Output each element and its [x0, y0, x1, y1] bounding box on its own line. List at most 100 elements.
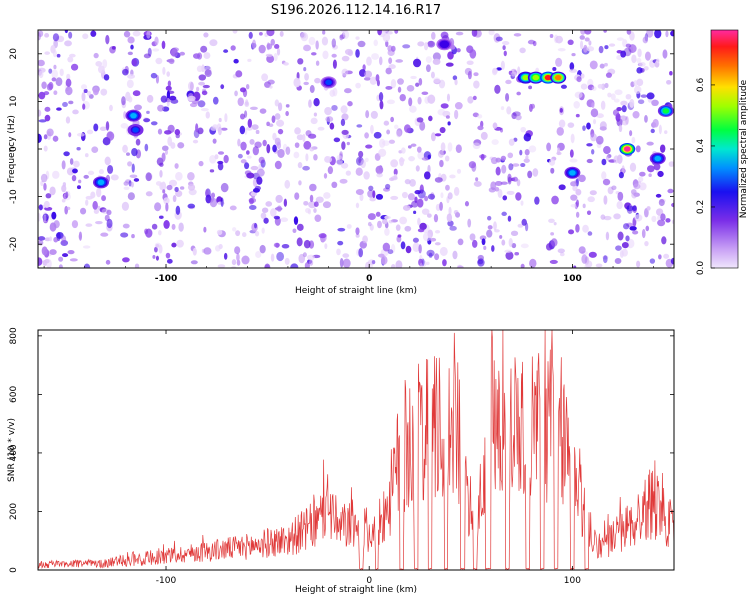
- spectrogram-cell: [365, 144, 373, 149]
- spectrogram-cell: [254, 230, 260, 237]
- spectrogram-cell: [154, 202, 162, 212]
- spectrogram-cell: [62, 101, 68, 108]
- spectrogram-cell: [591, 149, 595, 155]
- spectrogram-cell: [155, 181, 162, 186]
- spectrogram-cell: [586, 158, 593, 164]
- spectrogram-cell: [417, 228, 425, 233]
- spectrogram-cell: [40, 173, 48, 183]
- spectrogram-cell: [406, 85, 415, 92]
- spectrogram-cell: [277, 128, 284, 135]
- spectrogram-cell: [90, 30, 97, 37]
- spectrogram-cell: [520, 200, 524, 206]
- spectrogram-cell: [385, 67, 392, 75]
- spectrogram-cell: [440, 103, 449, 109]
- spectrogram-cell: [190, 260, 198, 265]
- spectrogram-cell: [275, 194, 283, 204]
- spectrogram-cell: [83, 263, 91, 268]
- spectrogram-cell: [578, 246, 586, 254]
- spectrogram-cell: [64, 30, 69, 34]
- spectrogram-cell: [614, 89, 623, 96]
- spectrogram-cell: [203, 226, 207, 233]
- spectrogram-cell: [616, 37, 624, 41]
- spectrogram-cell: [123, 186, 130, 190]
- spectrogram-cell: [265, 53, 273, 58]
- spectrogram-cell: [377, 220, 382, 229]
- spectrogram-cell: [584, 37, 590, 42]
- spectrogram-cell: [501, 239, 506, 246]
- spectrogram-cell: [162, 189, 166, 194]
- spectrogram-cell: [414, 189, 421, 195]
- spectrogram-cell: [346, 141, 350, 146]
- spectrogram-cell: [259, 244, 266, 254]
- spectrogram-cell: [393, 168, 398, 176]
- spectrogram-cell: [382, 242, 391, 252]
- snr-y-tick-label: 800: [9, 327, 19, 344]
- spectrogram-cell: [445, 184, 450, 191]
- spectrogram-cell: [548, 218, 555, 223]
- spectrogram-cell: [42, 213, 49, 221]
- spectrogram-cell: [261, 227, 265, 234]
- spectrogram-cell: [296, 134, 304, 141]
- spectrogram-cell: [224, 113, 228, 123]
- spectrogram-cell: [395, 224, 401, 231]
- spectrogram-cell: [367, 213, 376, 221]
- spectrogram-cell: [355, 82, 361, 89]
- spectrogram-cell: [637, 48, 642, 58]
- spectrogram-cell: [175, 171, 183, 181]
- spectrogram-cell: [418, 244, 422, 254]
- spectrogram-cell: [122, 223, 130, 229]
- spectrogram-cell: [85, 195, 93, 200]
- spectrogram-cell: [651, 99, 659, 107]
- spectrogram-cell: [134, 263, 140, 268]
- spectrogram-cell: [603, 195, 608, 205]
- spectrogram-cell: [60, 239, 69, 247]
- spectrogram-cell: [105, 34, 110, 45]
- spectrogram-cell: [274, 44, 280, 49]
- spectrogram-cell: [331, 38, 337, 48]
- spectrogram-cell: [508, 238, 513, 248]
- spectrogram-cell: [586, 210, 592, 216]
- spectrogram-cell: [568, 229, 575, 235]
- spectrogram-cell: [131, 233, 135, 239]
- spectrogram-cell: [187, 171, 195, 181]
- spectrogram-cell: [367, 259, 376, 266]
- spectrogram-cell: [223, 252, 228, 260]
- spectrogram-cell: [567, 122, 575, 128]
- spectrogram-cell: [621, 242, 629, 249]
- spectrogram-cell: [336, 248, 341, 256]
- spectrogram-cell: [341, 113, 349, 121]
- spectrogram-cell: [84, 153, 89, 158]
- spectrogram-cell: [298, 180, 302, 186]
- spectrogram-cell: [427, 154, 431, 160]
- spectrogram-cell: [162, 66, 166, 75]
- figure-title: S196.2026.112.14.16.R17: [271, 3, 441, 18]
- spectrogram-cell: [309, 183, 317, 192]
- spectrogram-cell: [234, 246, 241, 255]
- spectrogram-cell: [625, 116, 629, 125]
- spectrogram-cell: [266, 144, 271, 154]
- spectrogram-cell: [512, 163, 520, 167]
- spectrogram-cell: [332, 87, 338, 97]
- spectrogram-cell: [358, 247, 364, 258]
- spectrogram-cell: [167, 80, 172, 87]
- spectrogram-cell: [306, 254, 315, 261]
- spectrogram-cell: [196, 65, 203, 73]
- spectrogram-cell: [105, 259, 111, 265]
- spectrogram-cell: [223, 154, 229, 164]
- spectrogram-cell: [240, 113, 246, 120]
- spectrogram-cell: [315, 196, 324, 203]
- spectrogram-cell: [323, 192, 331, 199]
- spectrogram-cell: [160, 181, 167, 191]
- spectrogram-cell: [127, 74, 136, 79]
- spectrogram-cell: [163, 220, 170, 229]
- spectrogram-cell: [107, 164, 114, 174]
- spectrogram-cell: [584, 30, 592, 35]
- spectrogram-y-tick-label: 10: [9, 95, 19, 107]
- spectrogram-y-tick-label: 0: [9, 146, 19, 152]
- spectrogram-cell: [366, 56, 372, 66]
- spectrogram-cell: [209, 155, 217, 164]
- spectrogram-cell: [151, 223, 158, 230]
- spectrogram-cell: [231, 259, 237, 266]
- spectrogram-cell: [480, 131, 488, 140]
- spectrogram-cell: [239, 125, 246, 135]
